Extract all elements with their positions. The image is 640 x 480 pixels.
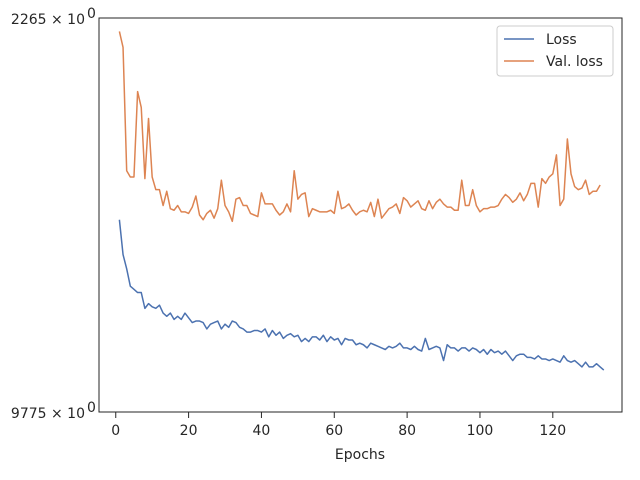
plot-frame — [98, 17, 623, 413]
x-tick-label: 40 — [253, 423, 271, 439]
x-tick-label: 0 — [111, 423, 120, 439]
x-tick-label: 60 — [325, 423, 343, 439]
x-tick-label: 80 — [398, 423, 416, 439]
y-tick-bottom-mantissa: 9775 — [11, 406, 47, 422]
legend: Loss Val. loss — [496, 25, 614, 77]
y-tick-bottom-exponent: 0 — [87, 400, 96, 416]
x-axis-title: Epochs — [335, 447, 385, 463]
legend-label-loss: Loss — [546, 32, 577, 48]
x-axis-ticks: 0 20 40 60 80 100 120 — [111, 412, 566, 439]
x-tick-label: 20 — [180, 423, 198, 439]
series-line-val-loss — [118, 31, 601, 223]
y-axis-tick-labels: 2265 × 10 0 9775 × 10 0 — [11, 6, 96, 422]
plot-area — [98, 17, 623, 413]
y-tick-label-bottom: 9775 × 10 — [11, 406, 85, 422]
y-tick-label-top: 2265 × 10 — [11, 12, 85, 28]
y-tick-top-mantissa: 2265 — [11, 12, 47, 28]
series-layer — [118, 31, 605, 371]
y-tick-top-exponent: 0 — [87, 6, 96, 22]
x-tick-label: 120 — [539, 423, 566, 439]
x-tick-label: 100 — [467, 423, 494, 439]
series-line-loss — [118, 219, 605, 371]
y-tick-bottom-times: × 10 — [51, 406, 85, 422]
legend-label-val-loss: Val. loss — [546, 54, 603, 70]
y-tick-top-times: × 10 — [51, 12, 85, 28]
